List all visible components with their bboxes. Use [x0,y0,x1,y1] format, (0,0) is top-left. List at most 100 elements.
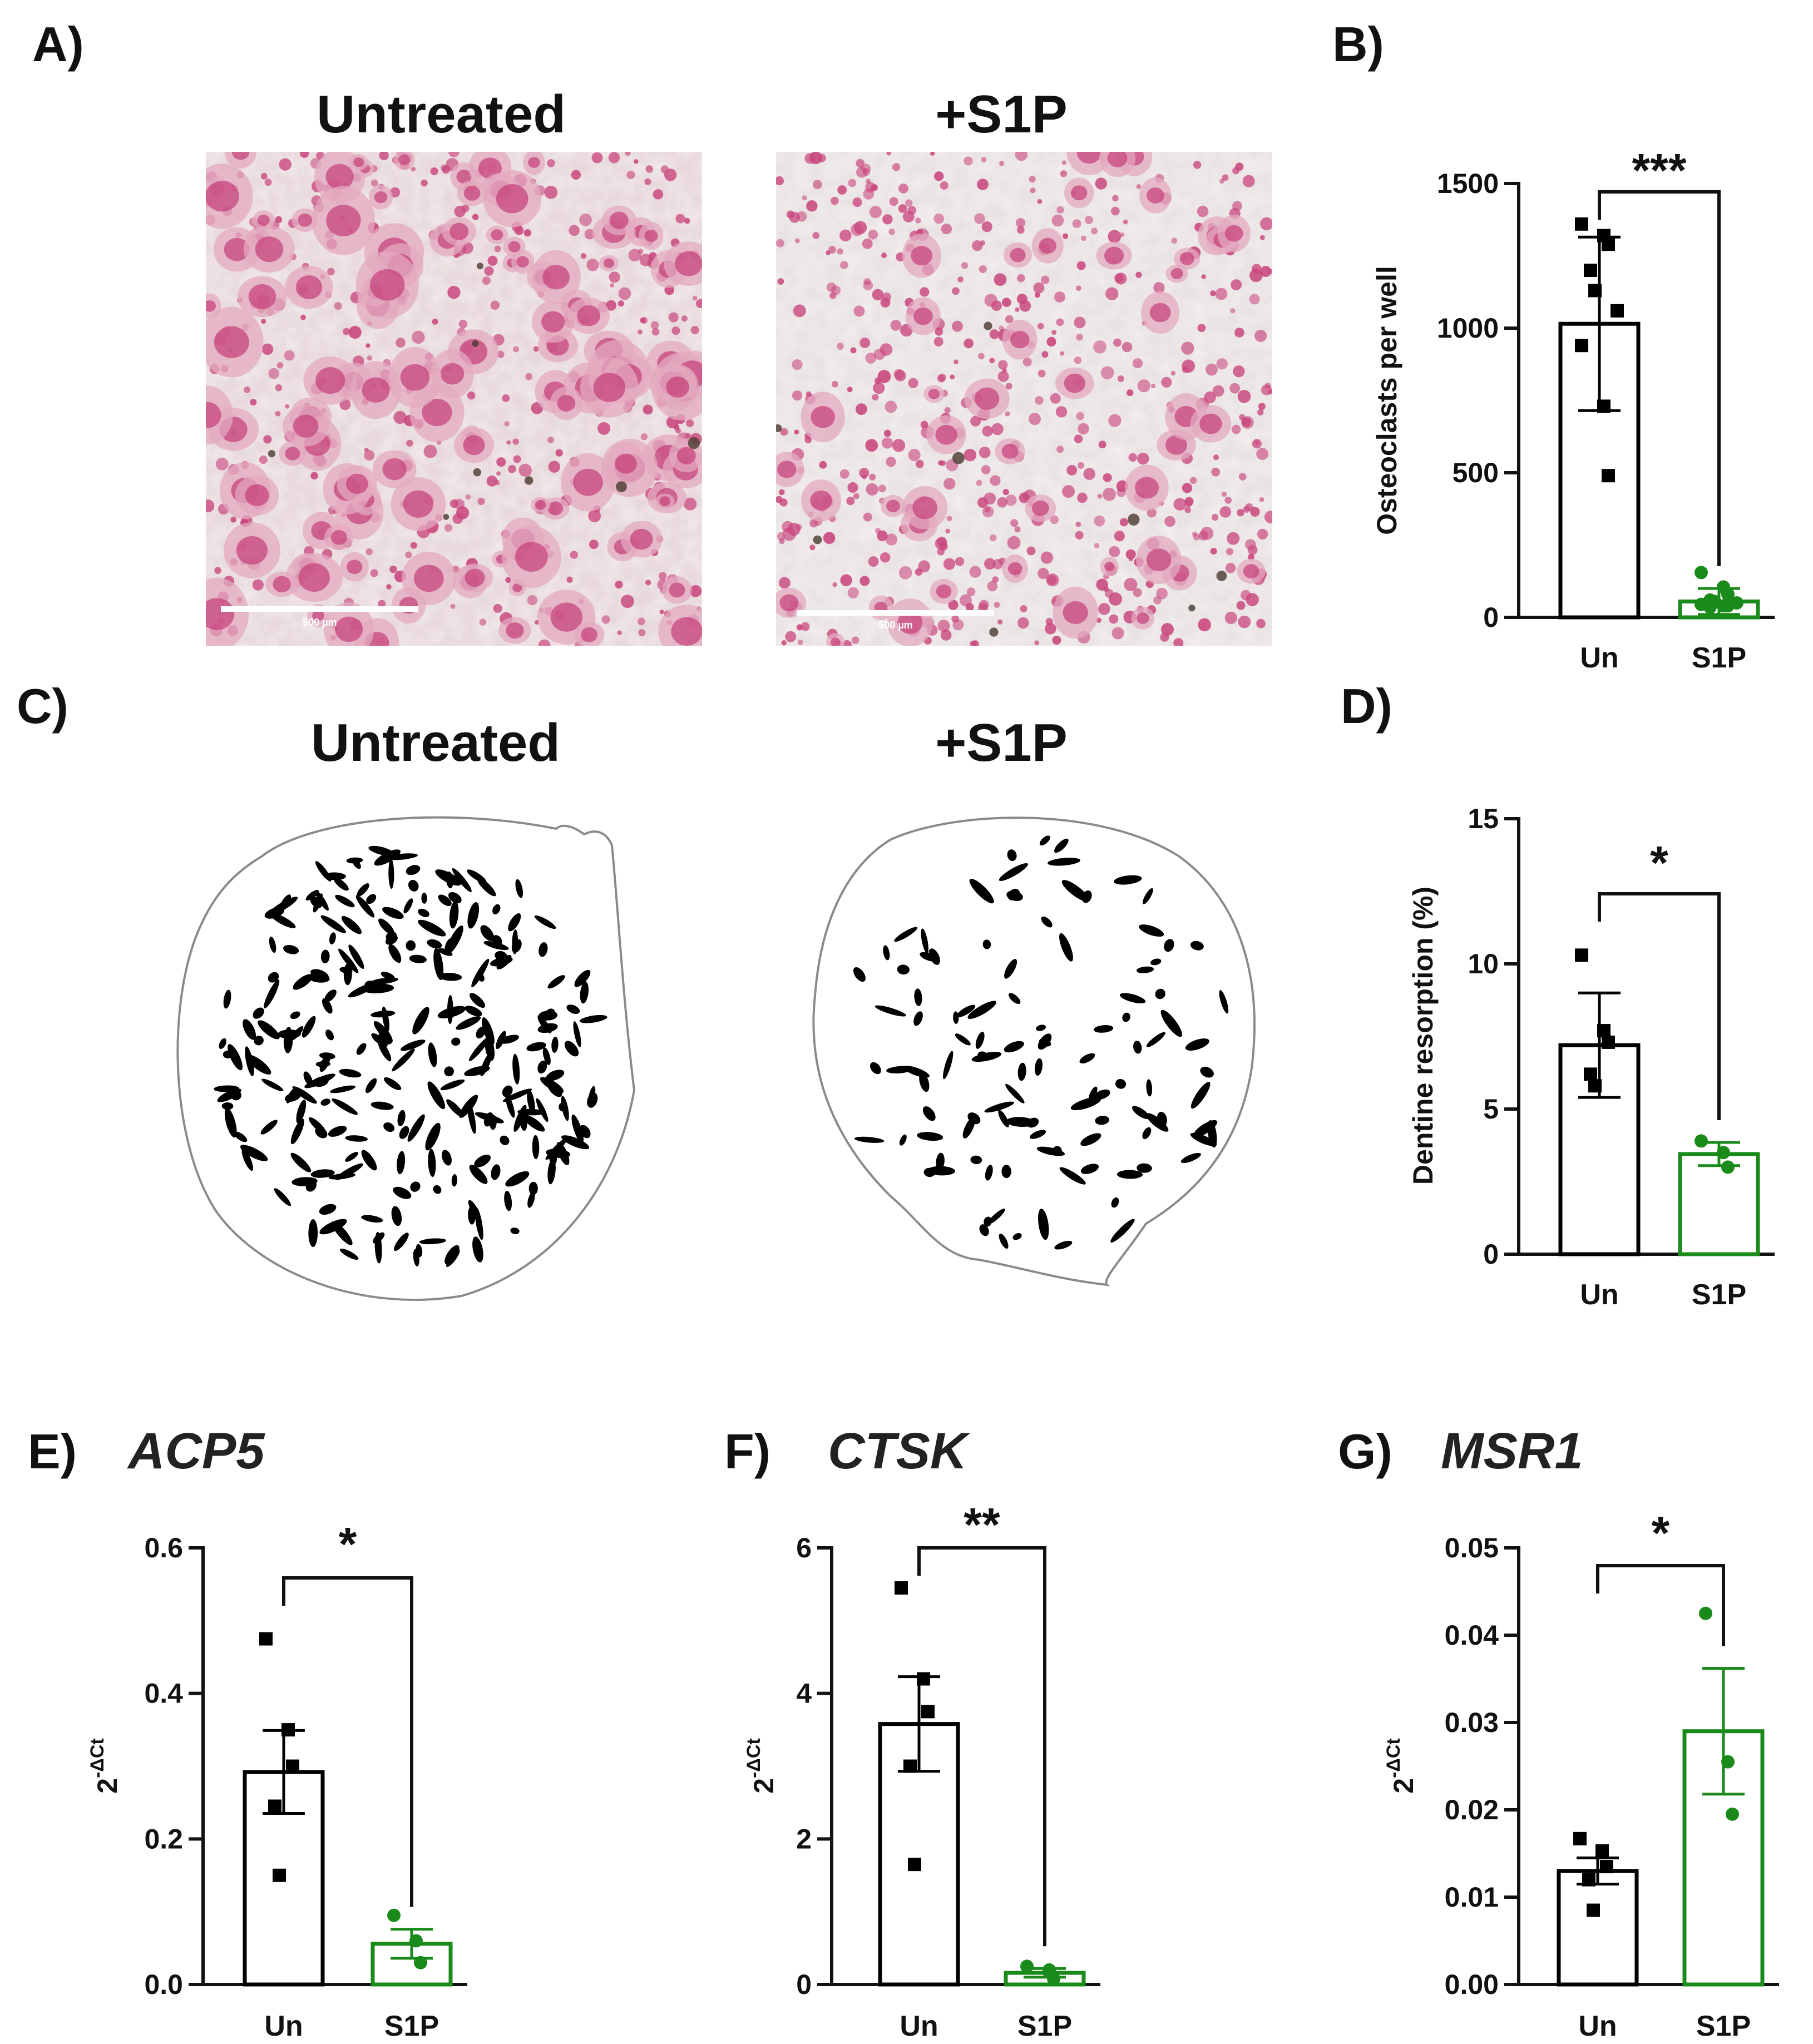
resorption-pit [320,1098,330,1106]
resorption-pit [579,1014,607,1023]
resorption-pit [221,1102,234,1110]
stained-cell [954,359,959,364]
osteoclast-core [315,367,345,394]
resorption-pit [580,982,589,1004]
y-tick-label: 1000 [1437,313,1499,344]
osteoclast [225,152,256,169]
stained-cell [447,285,461,299]
stained-cell [569,225,580,236]
resorption-pit [496,1031,506,1050]
stained-cell [828,246,837,254]
stained-cell [432,318,438,325]
stained-cell [689,585,702,597]
stained-cell [1108,414,1122,427]
stained-cell [868,230,878,240]
stained-cell [512,438,519,445]
resorption-pit [1110,1219,1135,1243]
resorption-pit [513,1105,527,1132]
resorption-pit [355,895,375,918]
stained-cell [1029,176,1036,183]
stained-cell [951,320,963,332]
resorption-pit [269,897,298,915]
resorption-pit [270,913,296,928]
y-tick-label: 6 [796,1532,812,1563]
stained-cell [1215,288,1228,300]
resorption-pit [999,863,1028,881]
resorption-pit [956,1004,976,1017]
resorption-pit [253,1007,264,1019]
stained-cell [1114,531,1125,542]
stained-cell [1045,617,1053,626]
stained-cell [792,359,803,370]
osteoclast-core [609,211,629,229]
stained-cell [644,178,651,185]
stained-cell [1161,377,1172,388]
stained-cell [1097,493,1103,499]
resorption-pit [339,967,353,974]
stained-cell [405,551,412,558]
stained-cell [261,319,266,324]
osteoclast-core [630,528,653,550]
stained-cell [855,403,867,415]
resorption-pit [1155,988,1165,999]
y-tick-label: 0 [796,1969,812,2000]
resorption-pit [245,1046,254,1077]
stained-cell [1076,412,1085,420]
stained-cell [1109,614,1119,624]
resorption-pit [549,1150,557,1165]
stained-cell [597,422,611,435]
resorption-pit [412,1007,429,1035]
resorption-pit [528,1181,538,1195]
data-point [903,1759,917,1773]
stained-cell [579,214,592,226]
resorption-pit [984,1101,1014,1113]
osteoclast-core [206,402,221,428]
stained-cell [1249,269,1263,283]
stained-cell [878,484,886,493]
scale-bar [221,606,418,612]
resorption-pit [975,1031,985,1049]
stained-cell [839,469,849,479]
stained-cell [981,157,987,162]
stained-cell [780,428,788,436]
resorption-pit [883,945,890,961]
resorption-pit [345,1135,368,1142]
osteoclast-core [675,251,702,276]
osteoclast-core [1243,564,1259,578]
stained-cell [856,159,865,168]
significance-marker: * [339,1518,357,1570]
stained-cell [1076,333,1083,341]
osteoclast-core [669,582,685,598]
stained-cell [1173,638,1184,646]
stained-cell [872,394,879,401]
stained-cell [1078,423,1089,435]
resorption-pit [444,938,453,952]
resorption-pit [356,1043,367,1055]
data-point [1726,1807,1739,1821]
stained-cell [989,358,995,364]
resorption-pit [512,929,518,954]
dentine-slice-untreated [176,816,636,1301]
stained-cell [999,161,1005,166]
resorption-pit [403,898,413,914]
stained-cell [1173,498,1187,511]
stained-cell [847,482,858,493]
resorption-pit [1088,1086,1098,1101]
osteoclast-core [542,265,570,290]
osteoclast-core [231,152,250,160]
stained-cell [778,489,785,496]
stained-cell [859,337,871,348]
stained-cell [792,390,803,401]
resorption-pit [922,1106,936,1121]
resorption-pit [502,1088,532,1102]
resorption-pit [338,948,359,973]
stained-cell [1161,623,1174,636]
stained-cell [1062,233,1069,239]
resorption-pit [385,935,398,945]
stained-cell [1261,384,1272,395]
debris [1188,605,1196,612]
resorption-pit [490,957,513,967]
stained-cell [244,386,251,393]
stained-cell [1094,543,1100,548]
stained-cell [686,419,694,427]
